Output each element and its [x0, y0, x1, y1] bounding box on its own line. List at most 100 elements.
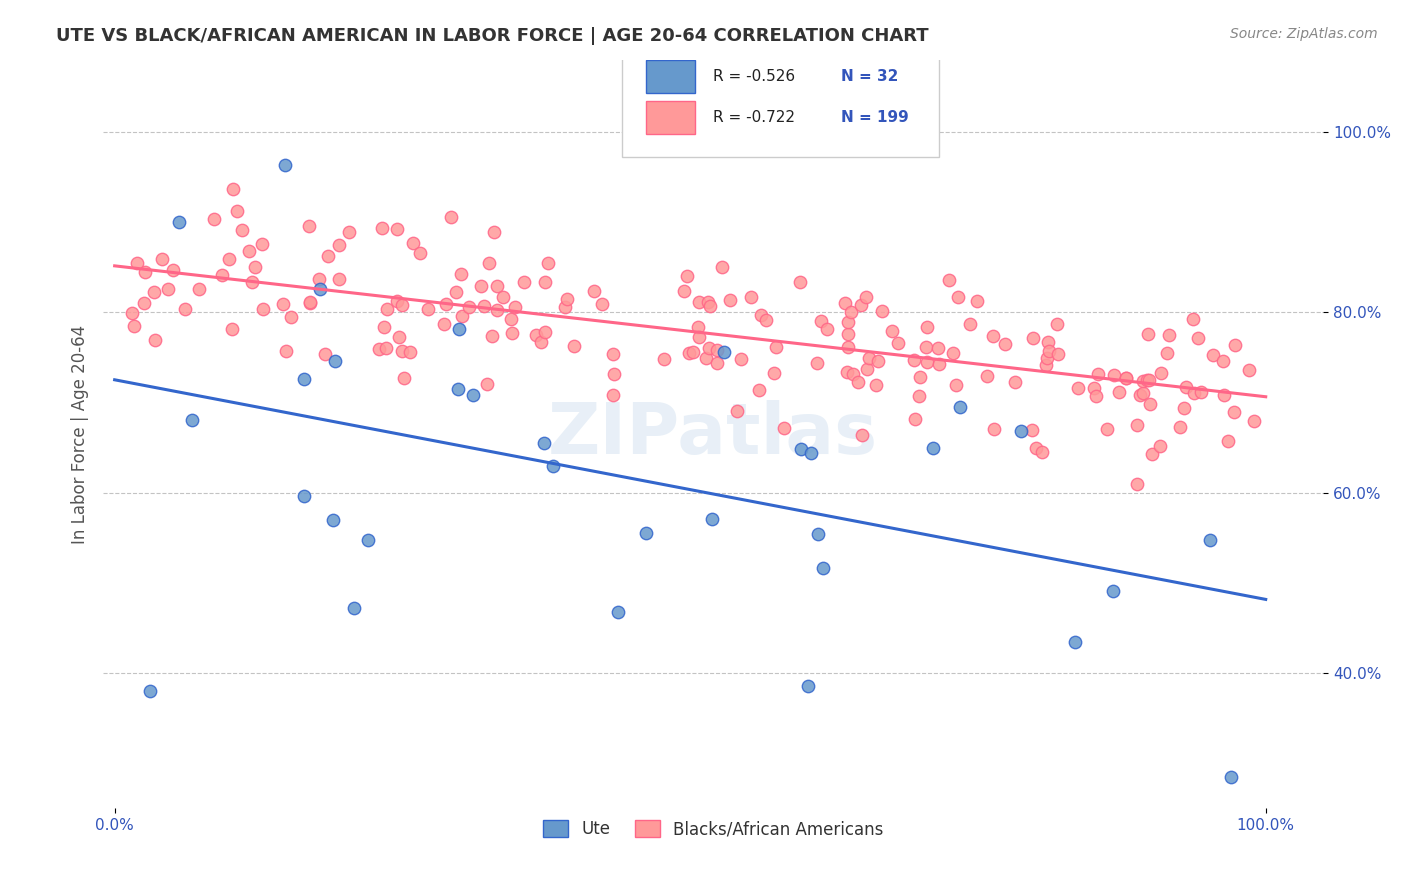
Point	[225, 203, 247, 218]
Point	[502, 326, 524, 341]
Point	[749, 308, 772, 322]
Point	[485, 303, 508, 318]
Point	[1156, 346, 1178, 360]
Point	[402, 236, 425, 251]
Point	[481, 328, 503, 343]
FancyBboxPatch shape	[621, 45, 939, 157]
Point	[938, 273, 960, 287]
Point	[245, 260, 267, 274]
Point	[391, 343, 413, 358]
Point	[211, 268, 233, 282]
Point	[706, 343, 728, 357]
Point	[870, 303, 893, 318]
Point	[851, 298, 873, 312]
Point	[385, 294, 408, 309]
Point	[252, 301, 274, 316]
Point	[797, 679, 820, 693]
Text: R = -0.722: R = -0.722	[713, 110, 796, 125]
Point	[841, 368, 863, 382]
Point	[1031, 445, 1053, 459]
Point	[946, 290, 969, 304]
Point	[292, 489, 315, 503]
Point	[983, 422, 1005, 436]
Point	[846, 375, 869, 389]
Point	[274, 158, 297, 172]
Point	[880, 324, 903, 338]
Point	[392, 371, 415, 385]
Point	[122, 319, 145, 334]
Point	[503, 300, 526, 314]
Point	[1243, 414, 1265, 428]
Point	[1174, 380, 1197, 394]
Point	[121, 306, 143, 320]
Point	[1173, 401, 1195, 415]
Point	[1108, 384, 1130, 399]
Point	[484, 225, 506, 239]
Point	[271, 297, 294, 311]
Point	[252, 237, 274, 252]
Point	[981, 328, 1004, 343]
Point	[370, 221, 392, 235]
Point	[343, 600, 366, 615]
Point	[1021, 423, 1043, 437]
Point	[966, 294, 988, 309]
Point	[323, 353, 346, 368]
Point	[740, 290, 762, 304]
Point	[187, 283, 209, 297]
Text: ZIPatlas: ZIPatlas	[548, 400, 879, 468]
Point	[202, 211, 225, 226]
Point	[555, 292, 578, 306]
Point	[537, 256, 560, 270]
Y-axis label: In Labor Force | Age 20-64: In Labor Force | Age 20-64	[72, 325, 89, 543]
Point	[1149, 439, 1171, 453]
Point	[375, 301, 398, 316]
Point	[449, 321, 471, 335]
Point	[702, 512, 724, 526]
Point	[1038, 335, 1060, 350]
Point	[678, 346, 700, 360]
Point	[1202, 348, 1225, 362]
Point	[418, 302, 440, 317]
Point	[125, 256, 148, 270]
Point	[474, 300, 496, 314]
Point	[534, 275, 557, 289]
Point	[730, 352, 752, 367]
Point	[440, 210, 463, 224]
Point	[1137, 373, 1160, 387]
Point	[1102, 583, 1125, 598]
Point	[447, 382, 470, 396]
Point	[1126, 417, 1149, 432]
Point	[772, 420, 794, 434]
Point	[337, 225, 360, 239]
Point	[1010, 425, 1032, 439]
Point	[1095, 422, 1118, 436]
Point	[240, 276, 263, 290]
Point	[391, 298, 413, 312]
Point	[603, 367, 626, 381]
Point	[280, 310, 302, 325]
Point	[1067, 381, 1090, 395]
Point	[328, 272, 350, 286]
Point	[672, 284, 695, 298]
Point	[1150, 366, 1173, 380]
Point	[856, 362, 879, 376]
Point	[1087, 368, 1109, 382]
Bar	[647, 60, 695, 94]
Point	[959, 317, 981, 331]
Point	[1212, 354, 1234, 368]
Point	[1115, 371, 1137, 385]
Point	[309, 282, 332, 296]
Point	[1036, 351, 1059, 365]
Point	[1157, 328, 1180, 343]
Point	[157, 282, 180, 296]
Point	[695, 351, 717, 366]
Point	[789, 275, 811, 289]
Point	[461, 388, 484, 402]
Point	[1102, 368, 1125, 382]
Point	[1187, 331, 1209, 345]
Point	[976, 369, 998, 384]
Point	[868, 354, 890, 368]
Point	[851, 428, 873, 442]
Point	[299, 295, 322, 310]
Point	[1168, 420, 1191, 434]
